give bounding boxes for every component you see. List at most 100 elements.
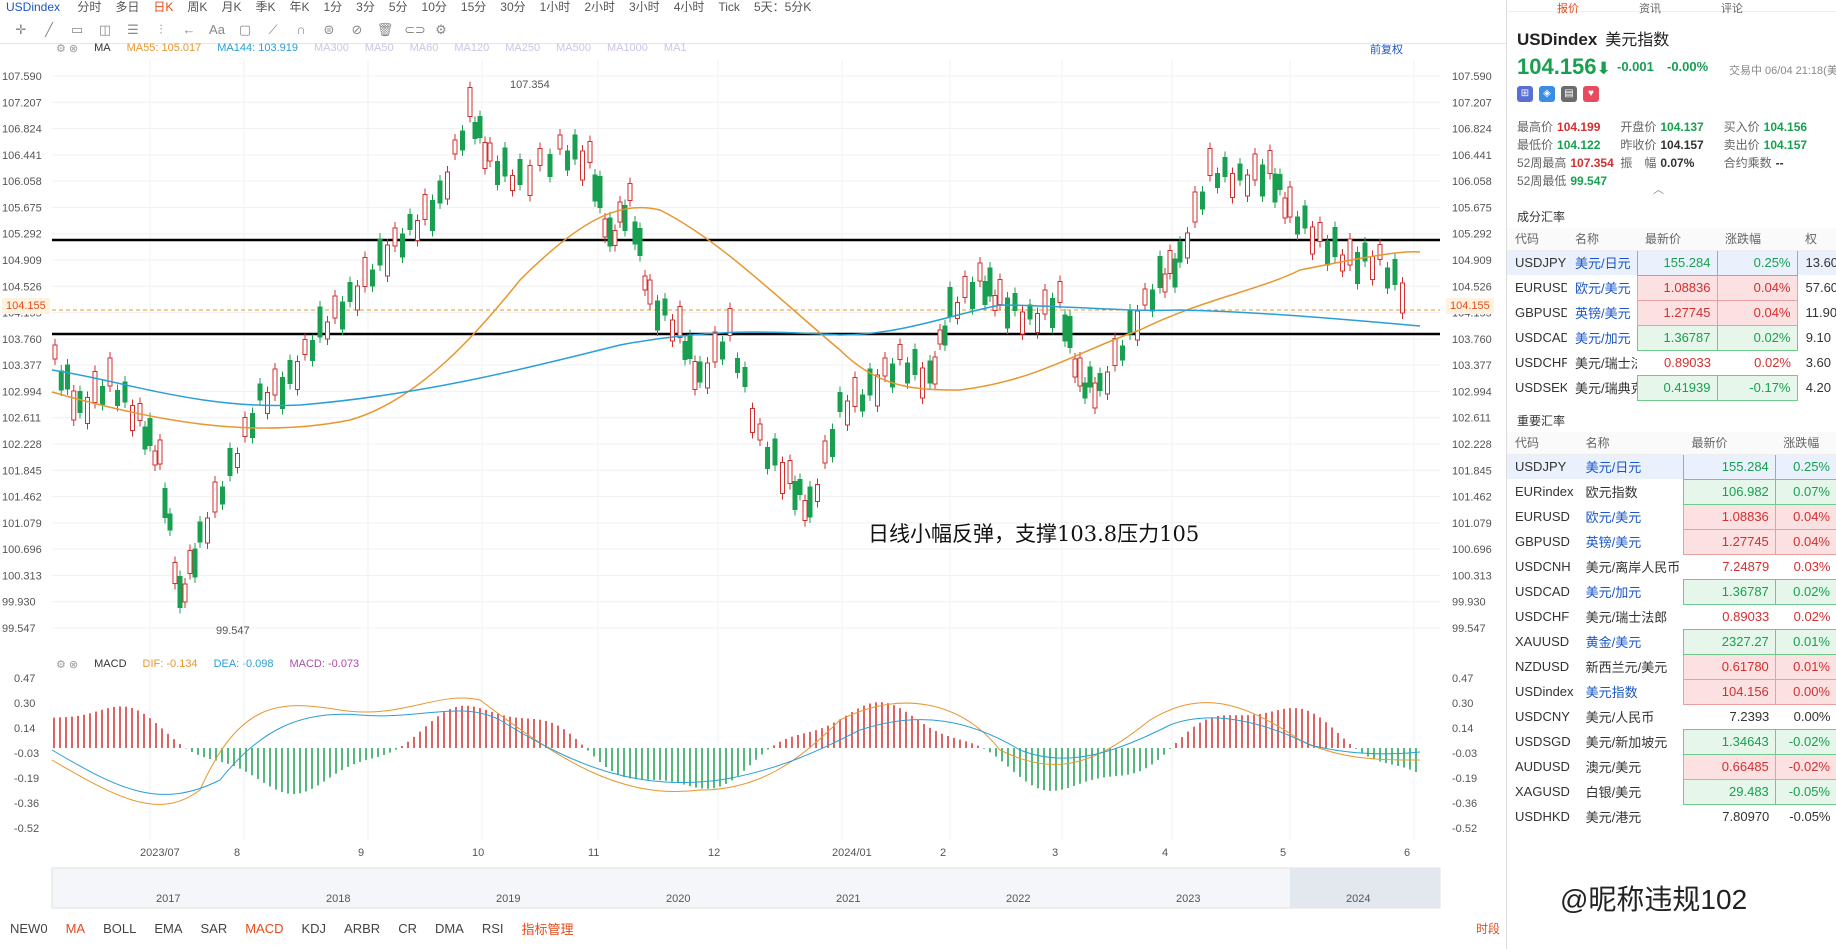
collapse-chevron-icon[interactable]: ︿ xyxy=(1653,184,1664,196)
tab-news[interactable]: 资讯 xyxy=(1639,3,1661,15)
col-header[interactable]: 名称 xyxy=(1577,432,1684,455)
period-2[interactable]: 日K xyxy=(153,0,174,12)
indicator-tab-1[interactable]: MA xyxy=(65,920,86,936)
table-row[interactable]: USDCHF 美元/瑞士法郎 0.89033 0.02% xyxy=(1507,604,1836,629)
shape-tool-icon[interactable]: ▭ xyxy=(70,21,84,37)
table-row[interactable]: GBPUSD 英镑/美元 1.27745 0.04% 11.90 xyxy=(1507,299,1836,326)
hide-icon[interactable]: ⊘ xyxy=(351,21,363,37)
trash-icon[interactable]: 🗑 xyxy=(376,21,394,37)
period-11[interactable]: 15分 xyxy=(460,0,487,12)
indicator-tab-7[interactable]: ARBR xyxy=(344,920,381,936)
col-header[interactable]: 涨跌幅 xyxy=(1775,432,1836,455)
indicator-tab-0[interactable]: NEW0 xyxy=(10,920,48,936)
macd-settings-icon[interactable]: ⚙ ⊗ xyxy=(56,658,79,671)
ma-other-7[interactable]: MA1 xyxy=(663,42,687,54)
period-7[interactable]: 1分 xyxy=(323,0,343,12)
ruler-icon[interactable]: ⟋ xyxy=(268,21,278,37)
note-icon[interactable]: ▤ xyxy=(1561,86,1577,102)
note-tool-icon[interactable]: ▢ xyxy=(238,21,252,37)
lock-icon[interactable]: ⊜ xyxy=(323,21,335,37)
channel-tool-icon[interactable]: ⫶ xyxy=(159,21,163,37)
table-row[interactable]: USDSEK 美元/瑞典克 0.41939 -0.17% 4.20 xyxy=(1507,374,1836,401)
col-header[interactable]: 涨跌幅 xyxy=(1717,228,1797,251)
undo-arrow-icon[interactable]: ← xyxy=(182,22,196,37)
period-17[interactable]: Tick xyxy=(718,0,740,12)
table-row[interactable]: EURindex 欧元指数 106.982 0.07% xyxy=(1507,478,1836,505)
period-13[interactable]: 1小时 xyxy=(539,0,571,12)
table-row[interactable]: GBPUSD 英镑/美元 1.27745 0.04% xyxy=(1507,528,1836,555)
ma-other-4[interactable]: MA250 xyxy=(505,42,541,54)
indicator-tab-9[interactable]: DMA xyxy=(434,920,464,936)
indicator-tab-3[interactable]: EMA xyxy=(154,920,183,936)
col-header[interactable]: 最新价 xyxy=(1683,432,1776,455)
macd-label[interactable]: MACD xyxy=(94,658,127,670)
rect-tool-icon[interactable]: ◫ xyxy=(98,21,112,37)
indicator-tab-5[interactable]: MACD xyxy=(245,920,284,936)
tag-icon[interactable]: ◈ xyxy=(1539,86,1555,102)
table-row[interactable]: EURUSD 欧元/美元 1.08836 0.04% xyxy=(1507,503,1836,530)
table-row[interactable]: AUDUSD 澳元/美元 0.66485 -0.02% xyxy=(1507,753,1836,780)
table-row[interactable]: USDCHF 美元/瑞士法 0.89033 0.02% 3.60 xyxy=(1507,350,1836,375)
indicator-tab-6[interactable]: KDJ xyxy=(301,920,327,936)
table-row[interactable]: USDJPY 美元/日元 155.284 0.25% 13.60 xyxy=(1507,249,1836,276)
tab-comments[interactable]: 评论 xyxy=(1721,3,1743,15)
ma-label[interactable]: MA xyxy=(94,42,111,54)
link-icon[interactable]: ⊂⊃ xyxy=(404,21,426,37)
period-15[interactable]: 3小时 xyxy=(629,0,660,12)
period-6[interactable]: 年K xyxy=(289,0,310,12)
col-header[interactable]: 权 xyxy=(1797,228,1836,251)
text-tool-icon[interactable]: Aa xyxy=(209,22,225,37)
ma-other-3[interactable]: MA120 xyxy=(454,42,490,54)
indicator-tab-11[interactable]: 指标管理 xyxy=(521,921,574,937)
tab-quote[interactable]: 报价 xyxy=(1557,3,1579,15)
period-12[interactable]: 30分 xyxy=(500,0,526,12)
magnet-icon[interactable]: ∩ xyxy=(296,22,306,37)
table-row[interactable]: USDCNH 美元/离岸人民币 7.24879 0.03% xyxy=(1507,554,1836,579)
table-row[interactable]: USDHKD 美元/港元 7.80970 -0.05% xyxy=(1507,804,1836,829)
ma-other-1[interactable]: MA50 xyxy=(364,42,394,54)
crosshair-icon[interactable]: ✛ xyxy=(15,21,27,37)
timeslot-button[interactable]: 时段 xyxy=(1476,922,1501,936)
table-row[interactable]: USDSGD 美元/新加坡元 1.34643 -0.02% xyxy=(1507,728,1836,755)
period-4[interactable]: 月K xyxy=(221,0,242,12)
period-9[interactable]: 5分 xyxy=(388,0,408,12)
table-row[interactable]: USDCAD 美元/加元 1.36787 0.02% xyxy=(1507,578,1836,605)
col-header[interactable]: 代码 xyxy=(1507,228,1567,251)
ma-other-5[interactable]: MA500 xyxy=(556,42,591,54)
kline-chart[interactable]: 107.590 107.590 107.207 107.207 106.824 106.8… xyxy=(0,0,1506,916)
col-header[interactable]: 名称 xyxy=(1567,228,1637,251)
period-1[interactable]: 多日 xyxy=(115,0,140,12)
settings-gear-icon[interactable]: ⚙ xyxy=(435,21,447,37)
indicator-tab-2[interactable]: BOLL xyxy=(103,920,137,936)
table-row[interactable]: USDCAD 美元/加元 1.36787 0.02% 9.10 xyxy=(1507,324,1836,351)
period-8[interactable]: 3分 xyxy=(356,0,375,12)
period-5[interactable]: 季K xyxy=(255,0,276,12)
favorite-heart-icon[interactable]: ♥ xyxy=(1583,86,1599,102)
restore-button[interactable]: 前复权 xyxy=(1370,44,1403,56)
compare-icon[interactable]: ⊞ xyxy=(1517,86,1533,102)
col-header[interactable]: 代码 xyxy=(1507,432,1578,455)
table-row[interactable]: USDindex 美元指数 104.156 0.00% xyxy=(1507,678,1836,705)
symbol-label[interactable]: USDindex xyxy=(6,0,61,12)
ma-other-2[interactable]: MA60 xyxy=(409,42,439,54)
table-row[interactable]: USDCNY 美元/人民币 7.2393 0.00% xyxy=(1507,704,1836,729)
ma-other-6[interactable]: MA1000 xyxy=(606,42,648,54)
fib-tool-icon[interactable]: ☰ xyxy=(127,21,139,37)
table-row[interactable]: XAGUSD 白银/美元 29.483 -0.05% xyxy=(1507,778,1836,805)
period-0[interactable]: 分时 xyxy=(77,0,102,12)
period-10[interactable]: 10分 xyxy=(421,0,447,12)
indicator-tab-4[interactable]: SAR xyxy=(200,920,228,936)
line-tool-icon[interactable]: ╱ xyxy=(45,21,53,37)
table-row[interactable]: NZDUSD 新西兰元/美元 0.61780 0.01% xyxy=(1507,653,1836,680)
indicator-tab-8[interactable]: CR xyxy=(398,920,417,936)
period-3[interactable]: 周K xyxy=(187,0,208,12)
table-row[interactable]: EURUSD 欧元/美元 1.08836 0.04% 57.60 xyxy=(1507,274,1836,301)
col-header[interactable]: 最新价 xyxy=(1637,228,1717,251)
table-row[interactable]: XAUUSD 黄金/美元 2327.27 0.01% xyxy=(1507,628,1836,655)
ma-settings-icon[interactable]: ⚙ ⊗ xyxy=(56,42,79,55)
ma-other-0[interactable]: MA300 xyxy=(314,42,349,54)
table-row[interactable]: USDJPY 美元/日元 155.284 0.25% xyxy=(1507,453,1836,480)
indicator-tab-10[interactable]: RSI xyxy=(481,920,504,936)
period-18[interactable]: 5天：5分K xyxy=(753,0,812,12)
period-16[interactable]: 4小时 xyxy=(673,0,705,12)
